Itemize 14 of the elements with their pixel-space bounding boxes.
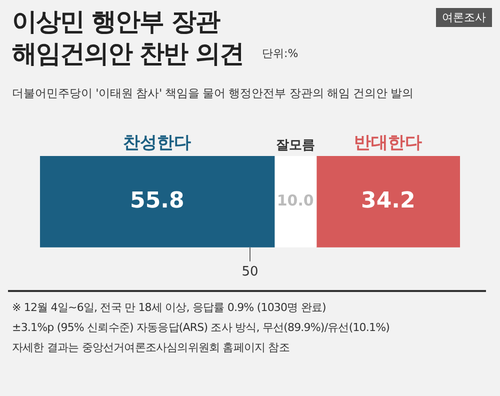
chart-title: 이상민 행안부 장관 해임건의안 찬반 의견 — [12, 6, 244, 70]
text: ※ 12월 4일~6일, 전국 만 18세 이상, 응답률 0.9% (1030명 완료) — [12, 300, 327, 316]
x-tick-label: 50 — [242, 264, 258, 280]
series-label: 찬성한다 — [123, 132, 192, 153]
chart-subtitle: 더불어민주당이 '이태원 참사' 책임을 물어 행정안전부 장관의 해임 건의안 발의 — [12, 86, 414, 101]
text: 여론조사 — [436, 8, 492, 27]
text: 단위:% — [262, 46, 298, 61]
text: 자세한 결과는 중앙선거여론조사심의위원회 홈페이지 참조 — [12, 340, 290, 356]
text: ±3.1%p (95% 신뢰수준) 자동응답(ARS) 조사 방식, 무선(89.9%)/유선(10.1%) — [12, 320, 391, 336]
series-label: 반대한다 — [354, 132, 422, 153]
data-label: 55.8 — [130, 188, 184, 214]
series-label: 잘모름 — [276, 138, 315, 153]
data-label: 34.2 — [361, 188, 416, 214]
data-label: 10.0 — [276, 192, 314, 210]
